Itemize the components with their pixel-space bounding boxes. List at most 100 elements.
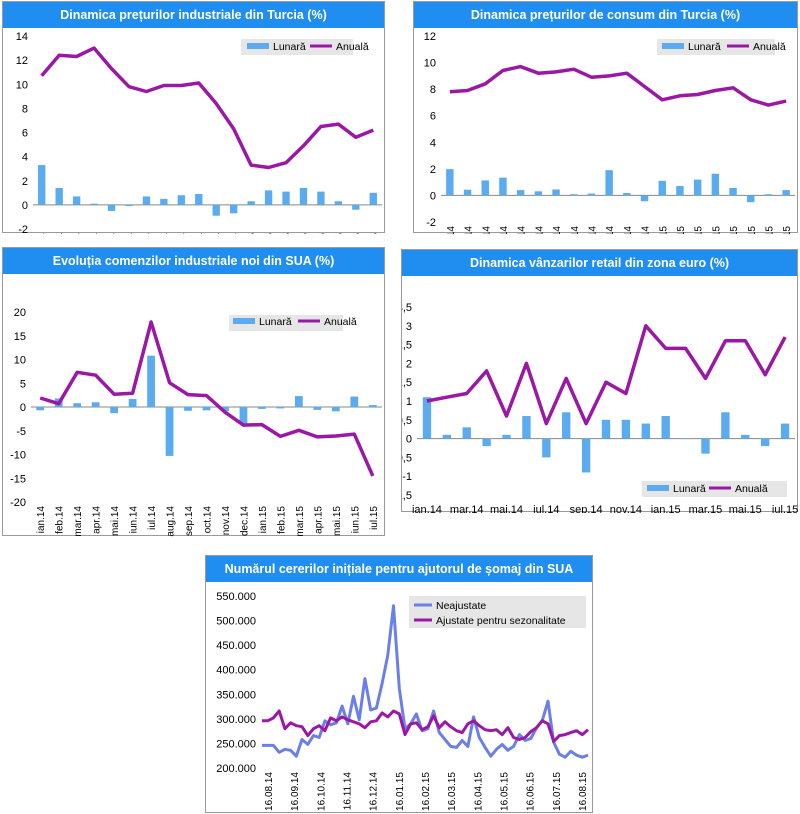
bar-monthly [676,185,684,196]
x-tick-label: 16.08.15 [578,772,589,811]
bar-monthly [369,192,377,205]
bar-monthly [368,405,377,407]
x-tick-label: 16.11.14 [343,772,354,811]
bar-monthly [221,407,229,412]
x-tick-label: iul.14 [142,233,153,234]
x-tick-label: ian.15 [258,506,269,534]
x-tick-label: mai.14 [490,504,523,513]
x-tick-label: ian.14 [36,506,47,534]
x-tick-label: iun.14 [129,506,140,534]
y-tick-label: 350.000 [216,689,256,701]
chart-panel-us-factory-orders: Evoluția comenzilor industriale noi din … [2,247,385,537]
y-tick-label: 3 [406,321,412,333]
bar-monthly [128,398,137,407]
bar-monthly [165,407,174,456]
bar-monthly [581,438,591,473]
legend-label-annual: Anuală [735,483,768,495]
bar-monthly [658,180,666,196]
x-tick-label: mar.15 [295,506,306,537]
y-tick-label: 4 [430,137,436,149]
y-tick-label: -20 [10,497,26,509]
y-tick-label: -15 [10,473,26,485]
bar-monthly [294,396,303,407]
legend-label-monthly: Lunară [673,483,706,495]
y-tick-label: 15 [14,331,26,343]
y-tick-label: 3,5 [402,302,412,314]
bar-monthly [184,407,192,411]
x-tick-label: iul.14 [533,504,559,513]
bar-monthly [463,189,472,196]
x-tick-label: 16.07.15 [552,772,563,811]
x-tick-label: feb.14 [464,226,475,234]
bar-monthly [195,194,203,205]
bar-monthly [36,407,45,411]
bar-monthly [446,169,454,196]
line-annual [426,324,787,426]
x-tick-label: ian.14 [446,226,457,234]
chart-title: Dinamica prețurilor industriale din Turc… [3,2,384,28]
bar-monthly [587,193,596,196]
bar-monthly [247,201,255,205]
x-tick-label: aug.14 [160,233,171,234]
x-tick-label: mai.15 [729,226,740,234]
y-tick-label: -5 [16,426,26,438]
bar-monthly [299,187,308,205]
legend-box [657,39,775,55]
y-tick-label: 300.000 [216,714,256,726]
x-tick-label: nov.14 [610,504,642,513]
x-tick-label: oct.14 [203,506,214,534]
x-tick-label: iun.15 [334,233,345,234]
x-tick-label: sep.14 [570,504,603,513]
bar-monthly [741,434,750,439]
bar-monthly [711,173,720,196]
chart-title: Numărul cererilor inițiale pentru ajutor… [206,556,592,582]
x-tick-label: iul.15 [369,506,380,530]
legend-label-adjusted: Ajustate pentru sezonalitate [436,615,566,627]
bar-monthly [729,187,737,196]
bar-monthly [91,402,100,407]
bar-monthly [264,190,273,205]
x-tick-label: sep.14 [587,226,598,234]
y-tick-label: 500.000 [216,616,256,628]
x-tick-label: feb.15 [676,226,687,234]
line-adjusted [262,709,589,743]
line-annual [449,64,787,107]
x-tick-label: 16.01.15 [395,772,406,811]
chart-title: Dinamica prețurilor de consum din Turcia… [414,2,797,28]
y-tick-label: 200.000 [216,763,256,775]
x-tick-label: iul.15 [772,504,798,513]
bar-monthly [502,434,511,439]
y-tick-label: 0 [430,190,436,202]
legend-label-annual: Anuală [753,41,786,53]
x-tick-label: sep.14 [177,233,188,234]
chart-canvas: -2 0 2 4 6 8 10 12 14 ian.14 feb.14 mar.14 apr.14 mai… [16,31,382,234]
bar-monthly [522,416,531,439]
bar-monthly [640,195,649,202]
y-tick-label: 8 [430,84,436,96]
bar-monthly [331,407,340,412]
bar-monthly [641,423,650,439]
bar-monthly [125,204,133,207]
bar-monthly [552,189,560,196]
bar-monthly [202,407,211,411]
legend-label-annual: Anuală [336,41,369,53]
y-tick-label: -0,5 [402,452,412,464]
y-tick-label: -2 [426,217,436,229]
bar-monthly [516,190,525,196]
x-tick-label: ian.15 [247,233,258,234]
bar-monthly [499,177,507,196]
line-annual [40,46,374,170]
bar-monthly [73,403,82,407]
y-tick-label: 0,5 [402,415,412,427]
bar-monthly [482,438,491,447]
bar-monthly [681,438,690,440]
bar-monthly [462,427,471,439]
bar-monthly [601,419,611,439]
bar-monthly [230,204,238,214]
bar-monthly [107,204,116,211]
bar-monthly [442,434,452,439]
x-tick-label: apr.14 [92,506,103,534]
y-tick-label: 10 [14,355,26,367]
x-tick-label: 16.08.14 [264,772,275,811]
x-tick-label: mai.15 [332,506,343,536]
